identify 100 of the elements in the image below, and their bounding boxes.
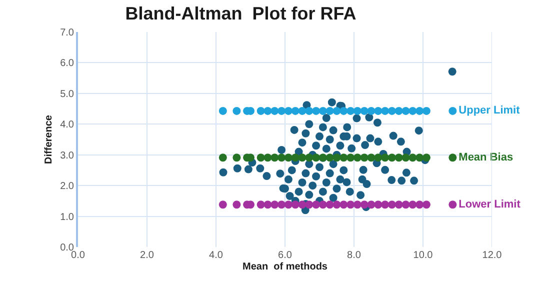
point [408, 154, 417, 162]
point [270, 200, 279, 209]
point [408, 200, 417, 209]
y-tick-label: 3.0 [60, 150, 74, 162]
point [256, 106, 265, 115]
point [388, 106, 396, 115]
x-tick-label: 10.0 [413, 250, 434, 261]
point [312, 200, 320, 209]
series-label: Upper Limit [458, 104, 520, 117]
point [374, 154, 382, 162]
point [318, 200, 327, 209]
point [291, 106, 300, 115]
point [394, 200, 403, 209]
point [346, 154, 355, 162]
x-tick-label: 4.0 [209, 250, 224, 261]
point [388, 154, 396, 162]
point [332, 106, 341, 115]
point [374, 200, 382, 209]
y-tick-label: 5.0 [60, 88, 74, 100]
point [448, 200, 457, 209]
point [326, 106, 334, 115]
point [278, 200, 286, 209]
point [448, 154, 457, 162]
point [298, 106, 306, 115]
point [318, 106, 327, 115]
y-tick-label: 4.0 [60, 120, 74, 131]
point [232, 200, 241, 209]
x-axis-title: Mean of methods [242, 262, 328, 272]
point [367, 200, 376, 209]
point [381, 106, 390, 115]
point [218, 106, 227, 115]
point [416, 154, 424, 162]
point [394, 106, 403, 115]
point [312, 106, 320, 115]
point [340, 106, 348, 115]
point [232, 106, 241, 115]
point [422, 106, 430, 115]
point [326, 200, 334, 209]
point [367, 154, 376, 162]
point [218, 154, 227, 162]
x-tick-label: 0.0 [71, 250, 86, 261]
point [422, 154, 430, 162]
point [360, 154, 368, 162]
point [298, 154, 306, 162]
point [264, 200, 272, 209]
x-tick-label: 8.0 [347, 250, 362, 261]
point [340, 154, 348, 162]
point [402, 106, 410, 115]
chart-title: Bland-Altman Plot for RFA [125, 4, 356, 24]
point [360, 200, 368, 209]
point [278, 106, 286, 115]
point [353, 200, 362, 209]
y-tick-label: 6.0 [60, 58, 74, 70]
point [394, 154, 403, 162]
y-tick-label: 7.0 [60, 28, 74, 38]
point [332, 200, 341, 209]
point [278, 154, 286, 162]
point [312, 154, 320, 162]
point [305, 154, 314, 162]
point [332, 154, 341, 162]
point [402, 154, 410, 162]
series-label: Lower Limit [458, 198, 521, 210]
point [284, 106, 292, 115]
point [374, 106, 382, 115]
point [448, 106, 457, 115]
point [256, 154, 265, 162]
point [381, 154, 390, 162]
point [291, 200, 300, 209]
point [305, 106, 314, 115]
point [346, 200, 355, 209]
point [291, 154, 300, 162]
point [284, 154, 292, 162]
point [270, 106, 279, 115]
x-tick-label: 12.0 [482, 250, 502, 261]
series-label: Mean Bias [458, 151, 514, 164]
point [408, 106, 417, 115]
point [232, 154, 241, 162]
point [340, 200, 348, 209]
y-tick-label: 2.0 [60, 181, 74, 192]
y-tick-label: 1.0 [60, 212, 74, 223]
point [416, 106, 424, 115]
point [353, 154, 362, 162]
point [264, 106, 272, 115]
point [381, 200, 390, 209]
point [402, 200, 410, 209]
y-axis-title: Difference [44, 114, 55, 164]
point [284, 200, 292, 209]
point [305, 200, 314, 209]
point [256, 200, 265, 209]
point [218, 200, 227, 209]
point [346, 106, 355, 115]
point [416, 200, 424, 209]
point [270, 154, 279, 162]
x-tick-label: 2.0 [140, 250, 154, 261]
point [367, 106, 376, 115]
point [264, 154, 272, 162]
point [360, 106, 368, 115]
point [422, 200, 430, 209]
point [326, 154, 334, 162]
point [353, 106, 362, 115]
